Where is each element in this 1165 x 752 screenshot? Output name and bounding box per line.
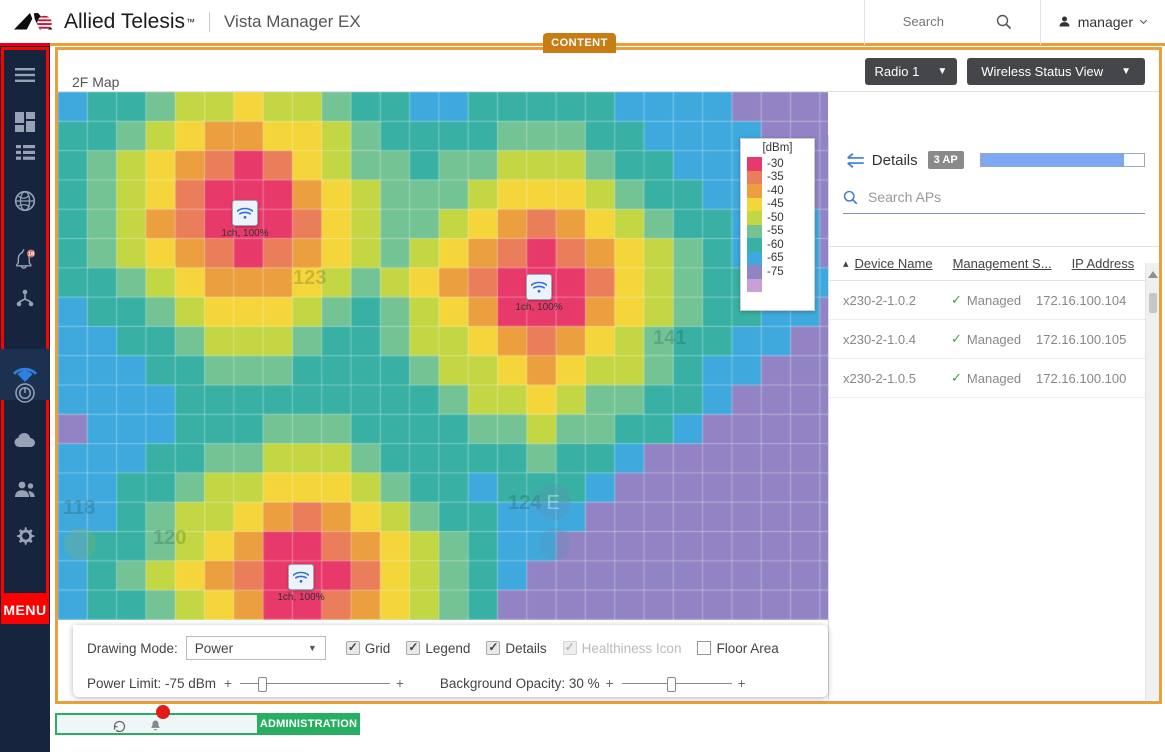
svg-text:E: E xyxy=(546,492,559,514)
svg-text:18: 18 xyxy=(28,252,35,258)
